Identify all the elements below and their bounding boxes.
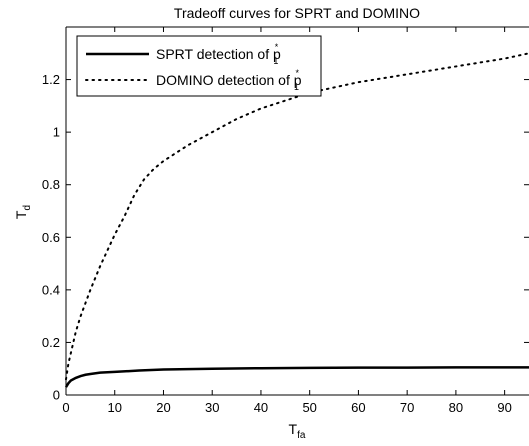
x-tick-label: 0: [62, 400, 69, 415]
x-tick-label: 90: [497, 400, 511, 415]
legend-label-domino-sub: 1: [294, 82, 299, 92]
y-axis-label: Td: [13, 205, 33, 219]
y-tick-label: 0: [53, 388, 60, 403]
x-tick-label: 30: [205, 400, 219, 415]
x-tick-label: 50: [302, 400, 316, 415]
legend-label-sprt-sub: 1: [273, 56, 278, 66]
legend-label-domino: DOMINO detection of p* 1: [156, 68, 302, 92]
x-axis-label-sub: fa: [297, 430, 306, 441]
x-axis-label: Tfa: [289, 421, 306, 441]
chart-title: Tradeoff curves for SPRT and DOMINO: [174, 5, 420, 21]
x-tick-label: 80: [449, 400, 463, 415]
y-tick-label: 0.6: [42, 230, 60, 245]
y-ticks: 0 0.2 0.4 0.6 0.8 1 1.2: [42, 72, 529, 403]
y-tick-label: 0.2: [42, 335, 60, 350]
y-tick-label: 0.8: [42, 177, 60, 192]
x-tick-label: 10: [108, 400, 122, 415]
x-tick-label: 40: [254, 400, 268, 415]
y-axis-label-main: T: [13, 210, 29, 219]
y-tick-label: 1: [53, 125, 60, 140]
legend: SPRT detection of p* 1 DOMINO detection o…: [76, 35, 322, 97]
series-line-sprt: [64, 366, 529, 388]
y-tick-label: 1.2: [42, 72, 60, 87]
y-axis-label-sub: d: [22, 205, 33, 211]
legend-label-domino-sup: *: [296, 68, 300, 78]
x-axis-label-main: T: [289, 421, 298, 437]
legend-label-sprt-text: SPRT detection of p: [156, 46, 281, 62]
x-tick-label: 70: [400, 400, 414, 415]
x-tick-label: 20: [156, 400, 170, 415]
legend-label-domino-text: DOMINO detection of p: [156, 72, 302, 88]
series-line-domino: [65, 52, 529, 381]
legend-box: [76, 35, 322, 97]
y-tick-label: 0.4: [42, 282, 60, 297]
series-layer: [64, 52, 529, 388]
legend-label-sprt: SPRT detection of p* 1: [156, 42, 281, 66]
x-tick-label: 60: [351, 400, 365, 415]
legend-label-sprt-sup: *: [275, 42, 279, 52]
x-ticks: 0 10 20 30 40 50 60 70 80 90: [62, 27, 512, 415]
